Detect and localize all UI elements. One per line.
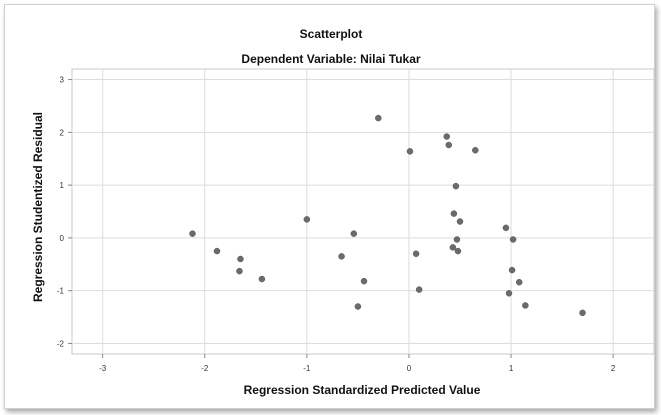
data-points <box>189 114 586 317</box>
scatter-point <box>338 253 345 260</box>
scatterplot-chart: Scatterplot Dependent Variable: Nilai Tu… <box>31 27 655 397</box>
y-tick-label: 3 <box>60 76 65 85</box>
scatter-point <box>515 278 523 286</box>
tick-labels: -3 -2 -1 0 1 2 -2 -1 0 1 2 3 <box>57 76 616 373</box>
scatter-point <box>237 255 244 263</box>
plot-area <box>71 68 655 355</box>
scatter-point <box>415 286 423 293</box>
x-tick-label: 2 <box>611 364 616 373</box>
scatter-point <box>456 218 464 225</box>
y-tick-label: -2 <box>57 339 65 348</box>
scatter-point <box>452 182 460 190</box>
x-tick-label: -2 <box>201 364 209 373</box>
scatter-point <box>375 114 382 122</box>
scatter-point <box>236 267 243 275</box>
chart-frame: Scatterplot Dependent Variable: Nilai Tu… <box>4 4 655 409</box>
x-tick-label: -3 <box>99 364 107 373</box>
y-tick-label: 1 <box>60 181 65 190</box>
scatter-point <box>508 266 516 274</box>
chart-title: Scatterplot <box>300 27 363 41</box>
scatter-point <box>445 141 453 149</box>
scatter-point <box>449 244 457 251</box>
scatter-point <box>454 247 462 255</box>
y-axis-label: Regression Studentized Residual <box>31 112 45 302</box>
scatter-point <box>579 309 586 317</box>
scatter-point <box>360 277 368 285</box>
x-tick-label: -1 <box>303 364 311 373</box>
scatter-point <box>453 236 461 243</box>
y-tick-label: 2 <box>60 128 65 137</box>
x-tick-label: 0 <box>407 364 412 373</box>
scatter-point <box>350 230 358 237</box>
grid-lines <box>68 69 654 358</box>
x-axis-label: Regression Standardized Predicted Value <box>244 383 481 397</box>
y-tick-label: -1 <box>57 287 65 296</box>
y-tick-label: 0 <box>60 234 65 243</box>
scatter-point <box>258 275 266 283</box>
scatter-point <box>406 148 414 155</box>
scatter-point <box>502 224 510 232</box>
x-tick-label: 1 <box>509 364 514 373</box>
scatter-point <box>450 210 458 217</box>
scatter-point <box>303 216 311 223</box>
scatter-point <box>189 230 196 237</box>
scatter-point <box>443 133 450 140</box>
scatter-point <box>505 290 513 297</box>
scatter-point <box>354 303 362 310</box>
scatter-point <box>522 302 529 309</box>
scatter-point <box>472 147 479 154</box>
chart-subtitle: Dependent Variable: Nilai Tukar <box>241 52 420 66</box>
scatter-point <box>412 250 420 257</box>
scatter-point <box>509 236 517 243</box>
scatter-point <box>213 247 221 255</box>
